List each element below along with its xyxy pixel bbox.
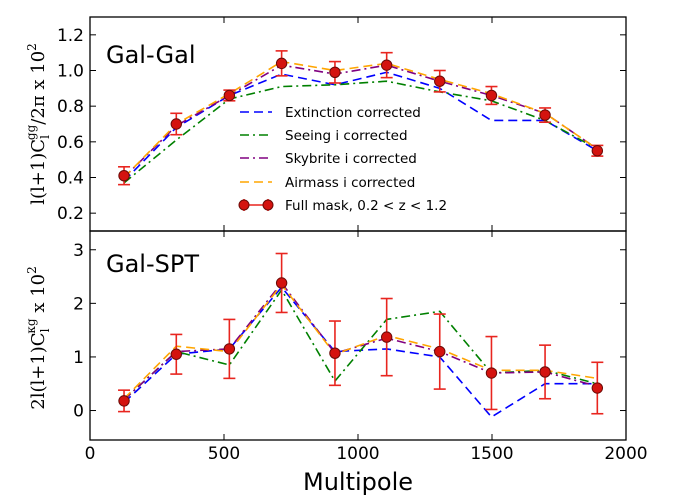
y-label-top-tail: /2π x 10: [28, 51, 49, 125]
y-tick-label: 1.0: [57, 62, 84, 82]
panel-label-gal-gal: Gal-Gal: [106, 41, 195, 69]
y-ticks-bottom: 0 1 2 3: [73, 241, 626, 422]
y-label-bottom-main: 2l(l+1)C: [28, 332, 49, 409]
y-label-bottom-sup: κg: [24, 318, 38, 334]
legend: Extinction corrected Seeing i corrected Sk…: [238, 105, 447, 214]
y-label-bottom-tail: x 10: [28, 274, 49, 319]
data-point: [329, 347, 341, 359]
data-point: [380, 331, 393, 343]
y-label-top-main: l(l+1)C: [28, 139, 49, 205]
y-tick-label: 0.6: [57, 133, 84, 153]
legend-label: Skybrite i corrected: [285, 151, 417, 167]
data-point: [275, 277, 288, 289]
data-point: [223, 343, 236, 355]
y-tick-label: 1.2: [57, 26, 84, 46]
y-label-top-tail-sup: 2: [25, 43, 39, 51]
data-points-top: [118, 50, 604, 186]
series-line-seeing-i-corrected: [123, 288, 598, 401]
x-tick-label: 1000: [336, 444, 379, 464]
x-tick-label: 1500: [470, 444, 513, 464]
panel-label-gal-spt: Gal-SPT: [106, 250, 199, 278]
x-tick-label: 2000: [604, 444, 647, 464]
panel-gal-gal: Gal-Gal 0.2 0.4 0.6 0.8 1.0 1.2 Extinction co…: [24, 16, 627, 232]
data-point: [380, 59, 393, 71]
data-point: [329, 66, 341, 78]
y-label-top-sup: gg: [24, 124, 38, 140]
legend-swatch-point: [238, 199, 250, 211]
y-tick-label: 2: [73, 294, 84, 314]
y-label-bottom-sub: l: [38, 328, 52, 332]
y-tick-label: 0.2: [57, 204, 84, 224]
data-point: [485, 367, 498, 379]
data-point: [118, 395, 130, 407]
x-ticks-bottom: 0 500 1000 1500 2000: [85, 231, 648, 464]
data-point: [591, 382, 604, 394]
legend-label: Extinction corrected: [285, 105, 421, 121]
y-tick-label: 0: [73, 402, 84, 422]
x-axis-label: Multipole: [303, 468, 413, 496]
data-point: [485, 89, 498, 102]
y-tick-label: 1: [73, 348, 84, 368]
legend-swatch-point: [262, 199, 274, 211]
series-line-airmass-i-corrected: [123, 60, 598, 179]
series-line-skybrite-i-corrected: [123, 281, 598, 401]
panel-gal-spt: Gal-SPT 0 1 2 3 0 500 1000 1500 2000 2l(l+1)Clκ…: [24, 230, 648, 464]
series-group-top: [123, 60, 598, 184]
legend-label: Airmass i corrected: [285, 175, 415, 191]
series-line-seeing-i-corrected: [123, 80, 598, 184]
x-ticks-top: [89, 17, 627, 231]
data-point: [539, 366, 551, 378]
series-group-bottom: [123, 281, 598, 418]
data-points-bottom: [118, 252, 604, 415]
data-point: [223, 89, 236, 102]
y-axis-label-bottom: 2l(l+1)Clκg x 102: [24, 266, 52, 410]
series-line-airmass-i-corrected: [123, 283, 598, 400]
legend-label: Seeing i corrected: [285, 128, 408, 144]
y-label-bottom-tail-sup: 2: [25, 266, 39, 274]
y-tick-label: 0.8: [57, 97, 84, 117]
data-point: [170, 118, 182, 130]
y-ticks-top: 0.2 0.4 0.6 0.8 1.0 1.2: [57, 26, 626, 224]
data-point: [434, 75, 446, 87]
data-point: [539, 109, 551, 121]
series-line-skybrite-i-corrected: [123, 64, 598, 179]
data-point: [275, 57, 288, 70]
y-tick-label: 3: [73, 241, 84, 261]
x-tick-label: 500: [208, 444, 240, 464]
data-point: [170, 348, 182, 360]
series-line-extinction-corrected: [123, 286, 598, 418]
data-point: [118, 170, 130, 182]
y-tick-label: 0.4: [57, 169, 84, 189]
x-tick-label: 0: [85, 444, 96, 464]
data-point: [434, 345, 446, 358]
legend-label: Full mask, 0.2 < z < 1.2: [285, 198, 447, 214]
y-label-top-sub: l: [38, 135, 52, 139]
data-point: [591, 145, 604, 157]
y-axis-label-top: l(l+1)Clgg/2π x 102: [24, 43, 52, 205]
